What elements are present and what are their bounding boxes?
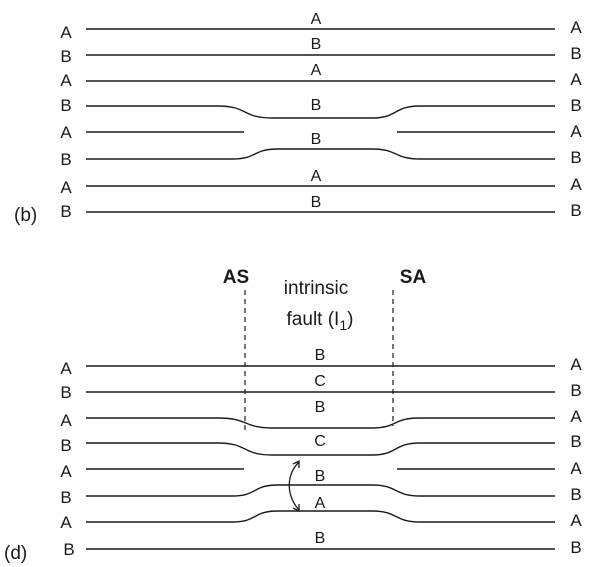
panel-d-plane-6: [86, 484, 555, 497]
panel-b-layer-label: A: [311, 168, 322, 185]
panel-d-left-label: A: [60, 359, 72, 378]
panel-b-left-label: A: [60, 123, 72, 142]
panel-d-label: (d): [4, 543, 27, 564]
panel-b-right-label: A: [570, 18, 582, 37]
panel-d-left-label: A: [60, 462, 72, 481]
panel-b-layer-label: A: [311, 62, 322, 79]
partial-dislocation-sa-label: SA: [400, 267, 427, 288]
panel-b-plane-4: [86, 105, 555, 119]
panel-d-layer-label: B: [315, 468, 326, 485]
panel-d-layer-label: B: [315, 399, 326, 416]
panel-d-right-label: A: [570, 511, 582, 530]
panel-b-layer-label: B: [311, 194, 322, 211]
panel-b-left-label: B: [60, 47, 71, 66]
partial-dislocation-as-label: AS: [223, 267, 249, 288]
panel-b-right-label: A: [570, 122, 582, 141]
panel-d-left-label: B: [60, 436, 71, 455]
double-curved-arrow-icon: [288, 461, 300, 511]
panel-b-layer-label: B: [311, 131, 322, 148]
panel-b-right-label: B: [570, 44, 581, 63]
panel-b-layer-label: B: [311, 97, 322, 114]
panel-d-right-label: B: [570, 381, 581, 400]
panel-b-right-label: A: [570, 175, 582, 194]
panel-d-layer-label: A: [315, 495, 326, 512]
panel-b-left-label: A: [60, 71, 72, 90]
panel-b-left-label: B: [60, 202, 71, 221]
panel-d-right-label: A: [570, 459, 582, 478]
panel-d-layer-label: B: [315, 530, 326, 547]
arrowhead-top-icon: [292, 459, 300, 468]
panel-b-right-label: B: [570, 148, 581, 167]
panel-b-layer-label: B: [311, 36, 322, 53]
panel-b-label: (b): [14, 205, 37, 226]
panel-b-right-label: B: [570, 201, 581, 220]
panel-d-left-label: B: [60, 383, 71, 402]
fault-description-line2: fault (I1): [287, 309, 354, 333]
panel-d-right-label: B: [570, 538, 581, 557]
panel-d-left-label: B: [60, 488, 71, 507]
panel-d: AS SA intrinsic fault (I1) A B A B A B A…: [4, 267, 582, 564]
panel-b: A B A B A B A B A B A B A B A B A B A B …: [14, 11, 582, 226]
panel-b-plane-6: [86, 148, 555, 160]
panel-d-left-label: A: [60, 513, 72, 532]
panel-d-left-label: B: [63, 540, 74, 559]
panel-d-left-label: A: [60, 411, 72, 430]
panel-b-left-label: A: [60, 23, 72, 42]
panel-d-layer-label: C: [314, 373, 326, 390]
panel-b-right-label: A: [570, 70, 582, 89]
panel-b-left-label: A: [60, 178, 72, 197]
panel-b-left-label: B: [60, 96, 71, 115]
fault-description-line1: intrinsic: [284, 278, 348, 299]
panel-d-right-label: B: [570, 485, 581, 504]
panel-d-right-label: A: [570, 407, 582, 426]
fault-description-subscript: 1: [339, 317, 347, 333]
panel-d-layer-label: C: [314, 433, 326, 450]
panel-d-plane-7: [86, 510, 555, 523]
fault-description-prefix: fault (I: [287, 309, 340, 330]
panel-d-plane-4: [86, 442, 555, 456]
panel-b-left-label: B: [60, 150, 71, 169]
arrowhead-bottom-icon: [292, 504, 300, 513]
panel-d-plane-3: [86, 417, 555, 429]
fault-description-suffix: ): [347, 309, 353, 330]
panel-b-right-label: B: [570, 96, 581, 115]
panel-d-right-label: A: [570, 355, 582, 374]
panel-b-layer-label: A: [311, 11, 322, 28]
panel-d-right-label: B: [570, 432, 581, 451]
panel-d-layer-label: B: [315, 347, 326, 364]
